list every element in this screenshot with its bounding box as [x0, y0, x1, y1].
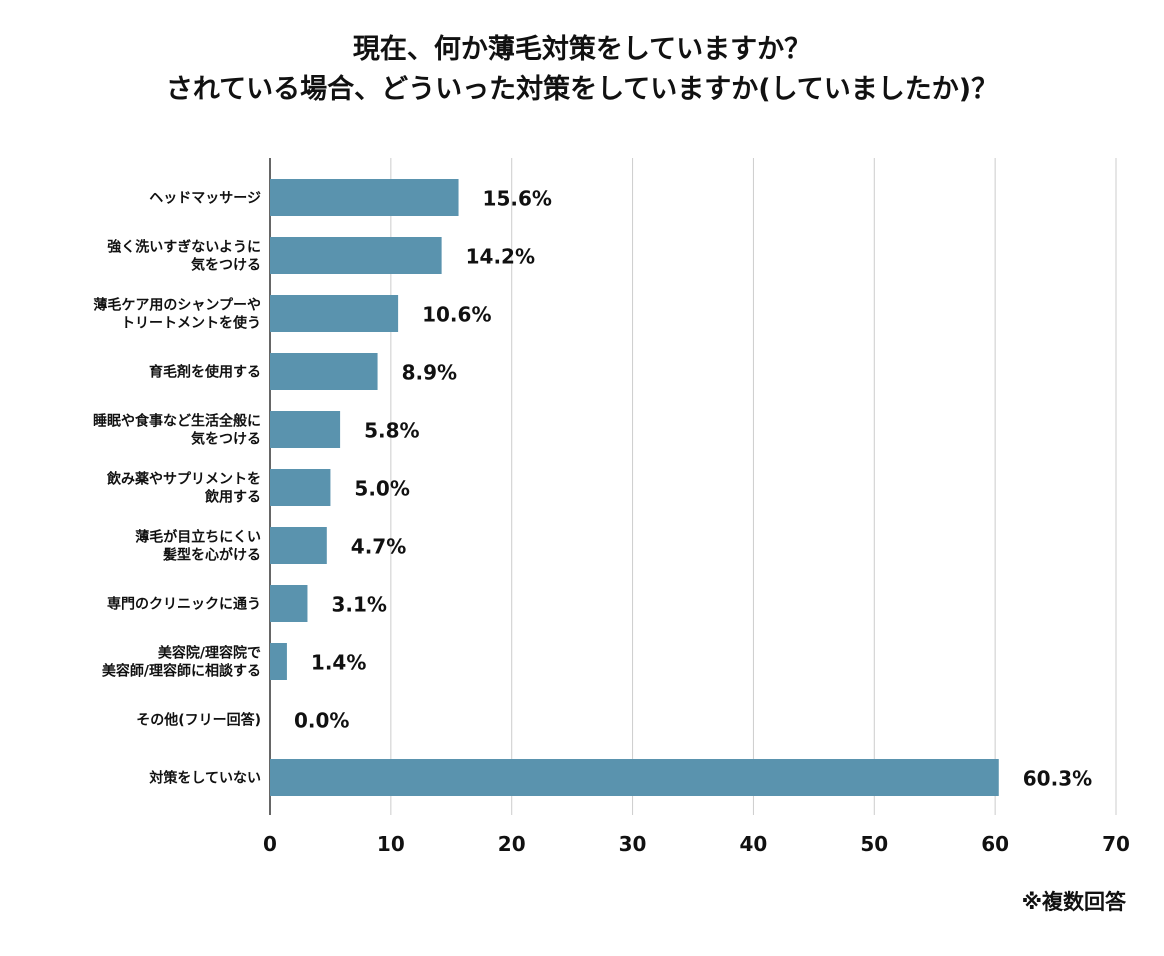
multiple-answer-note: ※複数回答 — [1021, 890, 1126, 914]
category-label: 睡眠や食事など生活全般に気をつける — [93, 413, 261, 448]
category-label: 美容院/理容院で美容師/理容師に相談する — [102, 645, 261, 680]
bar — [270, 411, 341, 448]
category-label-line: 飲用する — [204, 489, 261, 506]
x-tick-label: 50 — [860, 832, 888, 856]
data-label: 3.1% — [331, 593, 386, 617]
x-tick-label: 70 — [1102, 832, 1130, 856]
category-label-line: トリートメントを使う — [121, 315, 261, 332]
data-label: 4.7% — [351, 535, 406, 559]
category-label: 飲み薬やサプリメントを飲用する — [106, 471, 261, 506]
x-tick-label: 20 — [498, 832, 526, 856]
category-label-line: 専門のクリニックに通う — [107, 596, 261, 613]
category-label-line: 強く洗いすぎないように — [107, 239, 261, 256]
bar — [270, 759, 999, 796]
data-label: 5.8% — [364, 419, 419, 443]
category-label-line: 薄毛ケア用のシャンプーや — [93, 297, 261, 314]
category-label: 育毛剤を使用する — [149, 364, 261, 381]
bar — [270, 295, 399, 332]
bar — [270, 469, 331, 506]
bar-chart: 0 10 20 30 40 50 60 70 15.6% ヘッドマッサージ 14.2% 強く洗いすぎな… — [93, 158, 1130, 856]
category-label: 薄毛ケア用のシャンプーやトリートメントを使う — [93, 297, 261, 332]
chart-title-line-2: されている場合、どういった対策をしていますか(していましたか)？ — [165, 74, 999, 105]
x-tick-label: 60 — [981, 832, 1009, 856]
category-label-line: 気をつける — [191, 257, 261, 274]
category-label-line: 美容院/理容院で — [158, 645, 261, 662]
category-label: 専門のクリニックに通う — [107, 596, 261, 613]
bar — [270, 585, 308, 622]
x-tick-label: 10 — [377, 832, 405, 856]
category-label: 強く洗いすぎないように気をつける — [107, 239, 261, 274]
category-label: その他(フリー回答) — [136, 712, 261, 729]
bar — [270, 353, 378, 390]
category-label: 対策をしていない — [148, 770, 261, 787]
bar — [270, 237, 442, 274]
category-label-line: 飲み薬やサプリメントを — [106, 471, 261, 488]
data-label: 60.3% — [1023, 767, 1092, 791]
bar — [270, 643, 287, 680]
x-tick-label: 30 — [619, 832, 647, 856]
category-label: 薄毛が目立ちにくい髪型を心がける — [135, 529, 261, 564]
chart-title: 現在、何か薄毛対策をしていますか？ されている場合、どういった対策をしていますか… — [0, 30, 1164, 110]
x-tick-label: 40 — [740, 832, 768, 856]
category-label-line: 育毛剤を使用する — [149, 364, 261, 381]
category-label-line: 睡眠や食事など生活全般に — [93, 413, 261, 430]
category-label-line: 薄毛が目立ちにくい — [135, 529, 261, 546]
bar — [270, 179, 459, 216]
data-label: 0.0% — [294, 709, 349, 733]
data-label: 15.6% — [483, 187, 552, 211]
category-label-line: 美容師/理容師に相談する — [102, 663, 261, 680]
data-label: 8.9% — [402, 361, 457, 385]
data-label: 1.4% — [311, 651, 366, 675]
category-label-line: 対策をしていない — [148, 770, 261, 787]
x-tick-label: 0 — [263, 832, 277, 856]
data-label: 14.2% — [466, 245, 535, 269]
category-label-line: ヘッドマッサージ — [149, 191, 261, 207]
category-label: ヘッドマッサージ — [149, 191, 261, 207]
category-label-line: 気をつける — [191, 431, 261, 448]
data-label: 5.0% — [354, 477, 409, 501]
bar — [270, 527, 327, 564]
chart-title-line-1: 現在、何か薄毛対策をしていますか？ — [352, 34, 812, 65]
data-label: 10.6% — [422, 303, 491, 327]
category-label-line: 髪型を心がける — [162, 547, 261, 564]
category-label-line: その他(フリー回答) — [136, 712, 261, 729]
